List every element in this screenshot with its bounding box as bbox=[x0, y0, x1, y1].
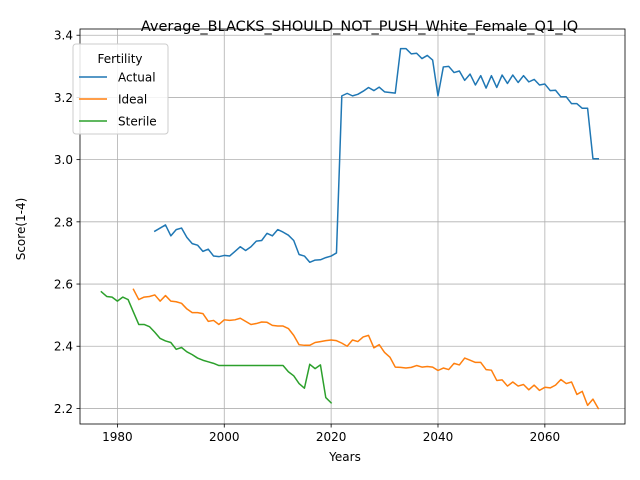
legend-label-actual: Actual bbox=[118, 71, 156, 85]
y-tick-label: 2.2 bbox=[54, 402, 73, 416]
legend-box bbox=[72, 43, 169, 135]
legend-title: Fertility bbox=[97, 52, 142, 66]
legend-label-ideal: Ideal bbox=[118, 93, 147, 107]
x-tick-label: 2040 bbox=[423, 430, 454, 444]
series-line-sterile bbox=[100, 290, 333, 404]
plot-area-frame bbox=[79, 28, 626, 425]
x-tick-label: 2020 bbox=[316, 430, 347, 444]
y-tick-label: 2.4 bbox=[54, 340, 73, 354]
x-tick-label: 2000 bbox=[209, 430, 240, 444]
y-tick-label: 3.4 bbox=[54, 29, 73, 43]
x-tick-label: 1980 bbox=[102, 430, 133, 444]
x-axis-label: Years bbox=[328, 450, 361, 464]
legend-label-sterile: Sterile bbox=[118, 115, 157, 129]
axis-ticks: 1980 2000 2020 2040 2060 2.2 2.4 2.6 2.8 3.0 3.2 3.… bbox=[54, 29, 560, 444]
y-tick-label: 2.8 bbox=[54, 215, 73, 229]
chart-title: Average_BLACKS_SHOULD_NOT_PUSH_White_Fem… bbox=[141, 19, 578, 35]
y-tick-label: 3.2 bbox=[54, 91, 73, 105]
y-tick-label: 3.0 bbox=[54, 153, 73, 167]
y-tick-label: 2.6 bbox=[54, 278, 73, 292]
series-lines bbox=[100, 47, 600, 410]
series-line-actual bbox=[153, 47, 600, 264]
series-line-ideal bbox=[132, 288, 600, 410]
y-axis-label: Score(1-4) bbox=[14, 198, 28, 261]
grid-lines bbox=[80, 29, 625, 424]
legend: Fertility Actual Ideal Sterile bbox=[72, 43, 169, 135]
x-tick-label: 2060 bbox=[530, 430, 561, 444]
